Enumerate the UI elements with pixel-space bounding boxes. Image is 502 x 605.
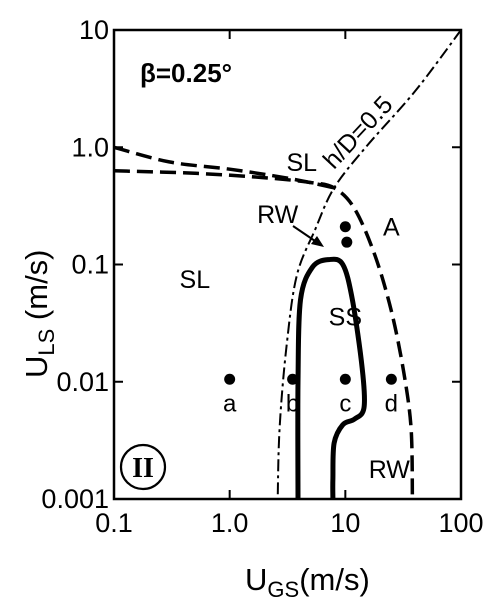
data-point-u4 xyxy=(339,221,351,233)
y-tick-label-3: 1.0 xyxy=(71,132,109,162)
point-label-a: a xyxy=(223,390,237,417)
boundary-curve-1 xyxy=(113,169,415,500)
point-label-b: b xyxy=(286,390,299,417)
boundary-label-hd: h/D=0.5 xyxy=(318,91,399,175)
x-tick-label-1: 1.0 xyxy=(211,508,249,538)
point-label-d: d xyxy=(385,390,398,417)
region-label-rw-4: RW xyxy=(257,201,299,229)
data-points: a b c d xyxy=(223,221,398,417)
svg-text:II: II xyxy=(132,453,154,484)
beta-annotation: β=0.25° xyxy=(140,58,232,88)
region-label-ss-3: SS xyxy=(329,304,362,332)
boundary-curve-3 xyxy=(295,256,368,500)
region-label-sl-0: SL xyxy=(286,149,317,177)
data-point-d xyxy=(385,373,397,385)
data-point-a xyxy=(224,373,236,385)
data-point-c xyxy=(339,373,351,385)
panel-label: II xyxy=(119,443,167,491)
plot-frame xyxy=(112,28,463,501)
boundary-curve-0 xyxy=(276,29,462,500)
data-point-b xyxy=(287,373,299,385)
rw-arrow xyxy=(292,225,324,247)
region-label-rw-5: RW xyxy=(369,456,411,484)
axis-tick-labels: 0.1 1.0 10 100 0.001 0.01 0.1 1.0 10 xyxy=(41,15,483,538)
x-tick-label-0: 0.1 xyxy=(95,508,133,538)
y-tick-label-4: 10 xyxy=(79,15,109,45)
x-tick-label-3: 100 xyxy=(438,508,483,538)
y-tick-label-1: 0.01 xyxy=(56,367,109,397)
y-tick-label-0: 0.001 xyxy=(41,484,109,514)
data-point-u5 xyxy=(341,236,353,248)
region-label-a-2: A xyxy=(383,214,400,242)
x-tick-label-2: 10 xyxy=(330,508,360,538)
y-tick-label-2: 0.1 xyxy=(71,250,109,280)
axis-ticks xyxy=(113,29,462,500)
region-label-sl-1: SL xyxy=(180,266,211,294)
point-label-c: c xyxy=(339,390,351,417)
x-axis-title: UGS(m/s) xyxy=(245,562,370,602)
y-axis-title: ULS (m/s) xyxy=(19,249,59,378)
regime-boundaries xyxy=(113,29,462,500)
boundary-curve-2 xyxy=(113,145,335,190)
